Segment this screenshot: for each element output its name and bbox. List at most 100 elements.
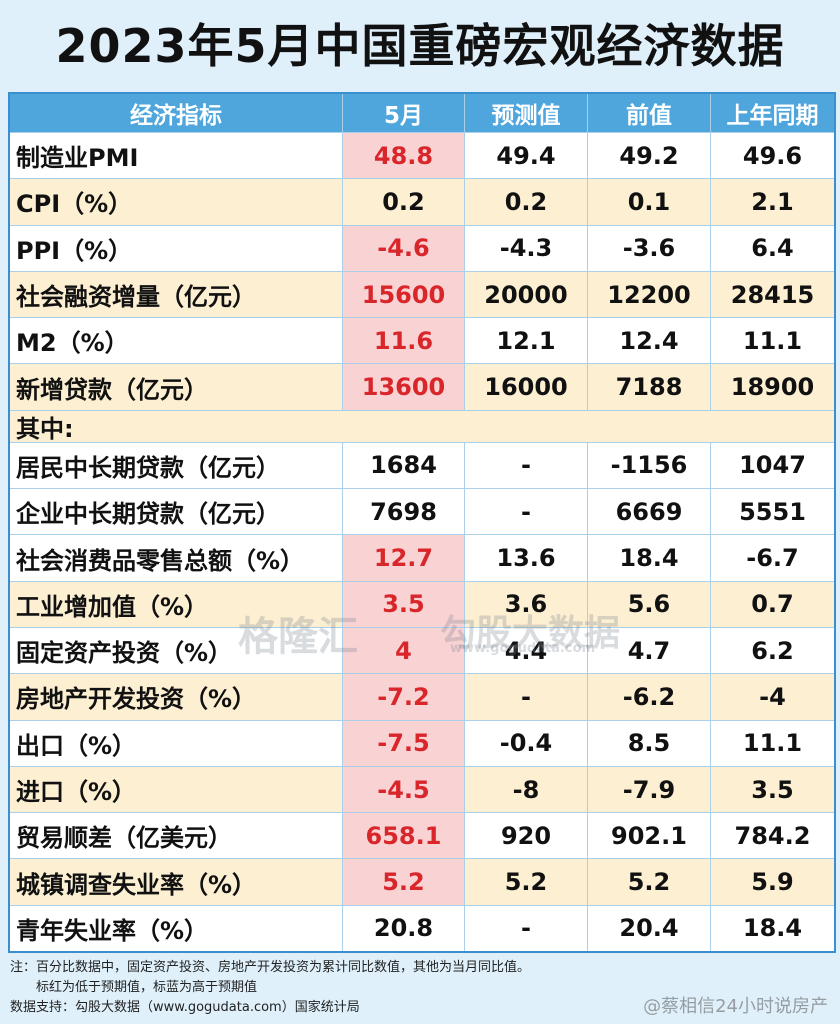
- source: 数据支持：勾股大数据（www.gogudata.com）国家统计局: [10, 1000, 360, 1015]
- title: 2023年5月中国重磅宏观经济数据: [55, 19, 785, 73]
- value-cell: -7.9: [587, 766, 710, 813]
- value-cell: 13600: [342, 364, 464, 410]
- value-cell: 11.1: [710, 318, 834, 364]
- value-cell: 5.2: [342, 859, 464, 905]
- value-cell: 0.7: [710, 581, 834, 627]
- header-cell: 前值: [587, 94, 710, 132]
- value-cell: 12.7: [342, 535, 464, 581]
- value-cell: 15600: [342, 271, 464, 318]
- notes: 注：百分比数据中，固定资产投资、房地产开发投资为累计同比数值，其他为当月同比值。…: [10, 958, 530, 1018]
- value-cell: 784.2: [710, 813, 834, 859]
- row-label: 房地产开发投资（%）: [16, 685, 257, 714]
- row-label: 青年失业率（%）: [16, 916, 209, 945]
- table-row: 进口（%） -4.5 -8 -7.9 3.5: [10, 765, 834, 813]
- value-cell: 7188: [587, 364, 710, 410]
- value-cell: 11.6: [342, 318, 464, 364]
- row-label: 固定资产投资（%）: [16, 639, 233, 668]
- table-row: 青年失业率（%） 20.8-20.4 18.4: [10, 904, 834, 952]
- value-cell: 7698: [342, 489, 464, 535]
- value-cell: 12.1: [464, 318, 587, 364]
- value-cell: -4.3: [464, 225, 587, 271]
- row-label: 工业增加值（%）: [16, 592, 209, 621]
- value-cell: 49.2: [587, 133, 710, 179]
- table-row: CPI（%） 0.2 0.2 0.1 2.1: [10, 178, 834, 225]
- value-cell: -0.4: [464, 720, 587, 766]
- table-row: 城镇调查失业率（%） 5.2 5.2 5.2 5.9: [10, 858, 834, 905]
- value-cell: -: [464, 489, 587, 535]
- value-cell: 1684: [342, 442, 464, 489]
- value-cell: 49.6: [710, 133, 834, 179]
- row-label: 社会融资增量（亿元）: [16, 283, 256, 312]
- table-row: 制造业PMI 48.8 49.4 49.2 49.6: [10, 132, 834, 179]
- value-cell: 28415: [710, 271, 834, 318]
- value-cell: -4.5: [342, 766, 464, 813]
- header-cell: 经济指标: [10, 94, 342, 132]
- value-cell: -6.2: [587, 674, 710, 720]
- watermark: @蔡相信24小时说房产: [643, 996, 828, 1017]
- value-cell: 5.9: [710, 859, 834, 905]
- watermark: www.gogudata.com: [450, 641, 596, 656]
- value-cell: 18.4: [710, 905, 834, 952]
- value-cell: -6.7: [710, 535, 834, 581]
- value-cell: 12.4: [587, 318, 710, 364]
- value-cell: 48.8: [342, 133, 464, 179]
- table-row: 房地产开发投资（%） -7.2- -6.2 -4: [10, 673, 834, 720]
- row-label: 其中:: [16, 414, 74, 443]
- value-cell: 5.2: [464, 859, 587, 905]
- value-cell: 12200: [587, 271, 710, 318]
- watermark: 格隆汇: [238, 614, 358, 660]
- value-cell: 18.4: [587, 535, 710, 581]
- value-cell: -4.6: [342, 225, 464, 271]
- value-cell: -: [464, 674, 587, 720]
- value-cell: 1047: [710, 442, 834, 489]
- value-cell: 6.2: [710, 627, 834, 674]
- value-cell: 902.1: [587, 813, 710, 859]
- value-cell: 8.5: [587, 720, 710, 766]
- table-row: 居民中长期贷款（亿元） 1684- -1156 1047: [10, 441, 834, 489]
- value-cell: -8: [464, 766, 587, 813]
- note: 注：百分比数据中，固定资产投资、房地产开发投资为累计同比数值，其他为当月同比值。: [10, 960, 531, 975]
- value-cell: 18900: [710, 364, 834, 410]
- row-label: 城镇调查失业率（%）: [16, 870, 257, 899]
- value-cell: -1156: [587, 442, 710, 489]
- value-cell: -: [464, 905, 587, 952]
- value-cell: 13.6: [464, 535, 587, 581]
- table-row: 固定资产投资（%） 4 4.4 4.7 6.2: [10, 626, 834, 674]
- table-row: M2（%） 11.6 12.1 12.4 11.1: [10, 317, 834, 364]
- header-cell: 5月: [342, 94, 464, 132]
- value-cell: 3.5: [710, 766, 834, 813]
- value-cell: 11.1: [710, 720, 834, 766]
- row-label: M2（%）: [16, 329, 129, 358]
- value-cell: 3.5: [342, 581, 464, 627]
- table-row: 工业增加值（%） 3.5 3.6 5.6 0.7: [10, 580, 834, 627]
- table-row: 其中:: [10, 409, 834, 443]
- row-label: CPI（%）: [16, 190, 133, 219]
- table-row: 贸易顺差（亿美元） 658.1 920 902.1 784.2: [10, 812, 834, 859]
- value-cell: 20000: [464, 271, 587, 318]
- value-cell: 6669: [587, 489, 710, 535]
- row-label: 新增贷款（亿元）: [16, 375, 208, 404]
- value-cell: -3.6: [587, 225, 710, 271]
- watermark: 勾股大数据: [440, 613, 621, 654]
- value-cell: 4.7: [587, 627, 710, 674]
- value-cell: 0.1: [587, 179, 710, 225]
- value-cell: -: [464, 442, 587, 489]
- value-cell: 3.6: [464, 581, 587, 627]
- row-label: 进口（%）: [16, 778, 137, 806]
- value-cell: -7.5: [342, 720, 464, 766]
- row-label: 制造业PMI: [16, 144, 139, 173]
- value-cell: 4.4: [464, 627, 587, 674]
- value-cell: 5551: [710, 489, 834, 535]
- value-cell: 5.2: [587, 859, 710, 905]
- table-row: 社会融资增量（亿元） 15600 20000 12200 28415: [10, 270, 834, 318]
- table-row: PPI（%） -4.6 -4.3 -3.6 6.4: [10, 224, 834, 271]
- value-cell: 658.1: [342, 813, 464, 859]
- value-cell: 20.8: [342, 905, 464, 952]
- row-label: 出口（%）: [16, 731, 137, 760]
- row-label: 居民中长期贷款（亿元）: [16, 453, 280, 482]
- value-cell: 2.1: [710, 179, 834, 225]
- value-cell: 920: [464, 813, 587, 859]
- value-cell: -4: [710, 674, 834, 720]
- value-cell: 16000: [464, 364, 587, 410]
